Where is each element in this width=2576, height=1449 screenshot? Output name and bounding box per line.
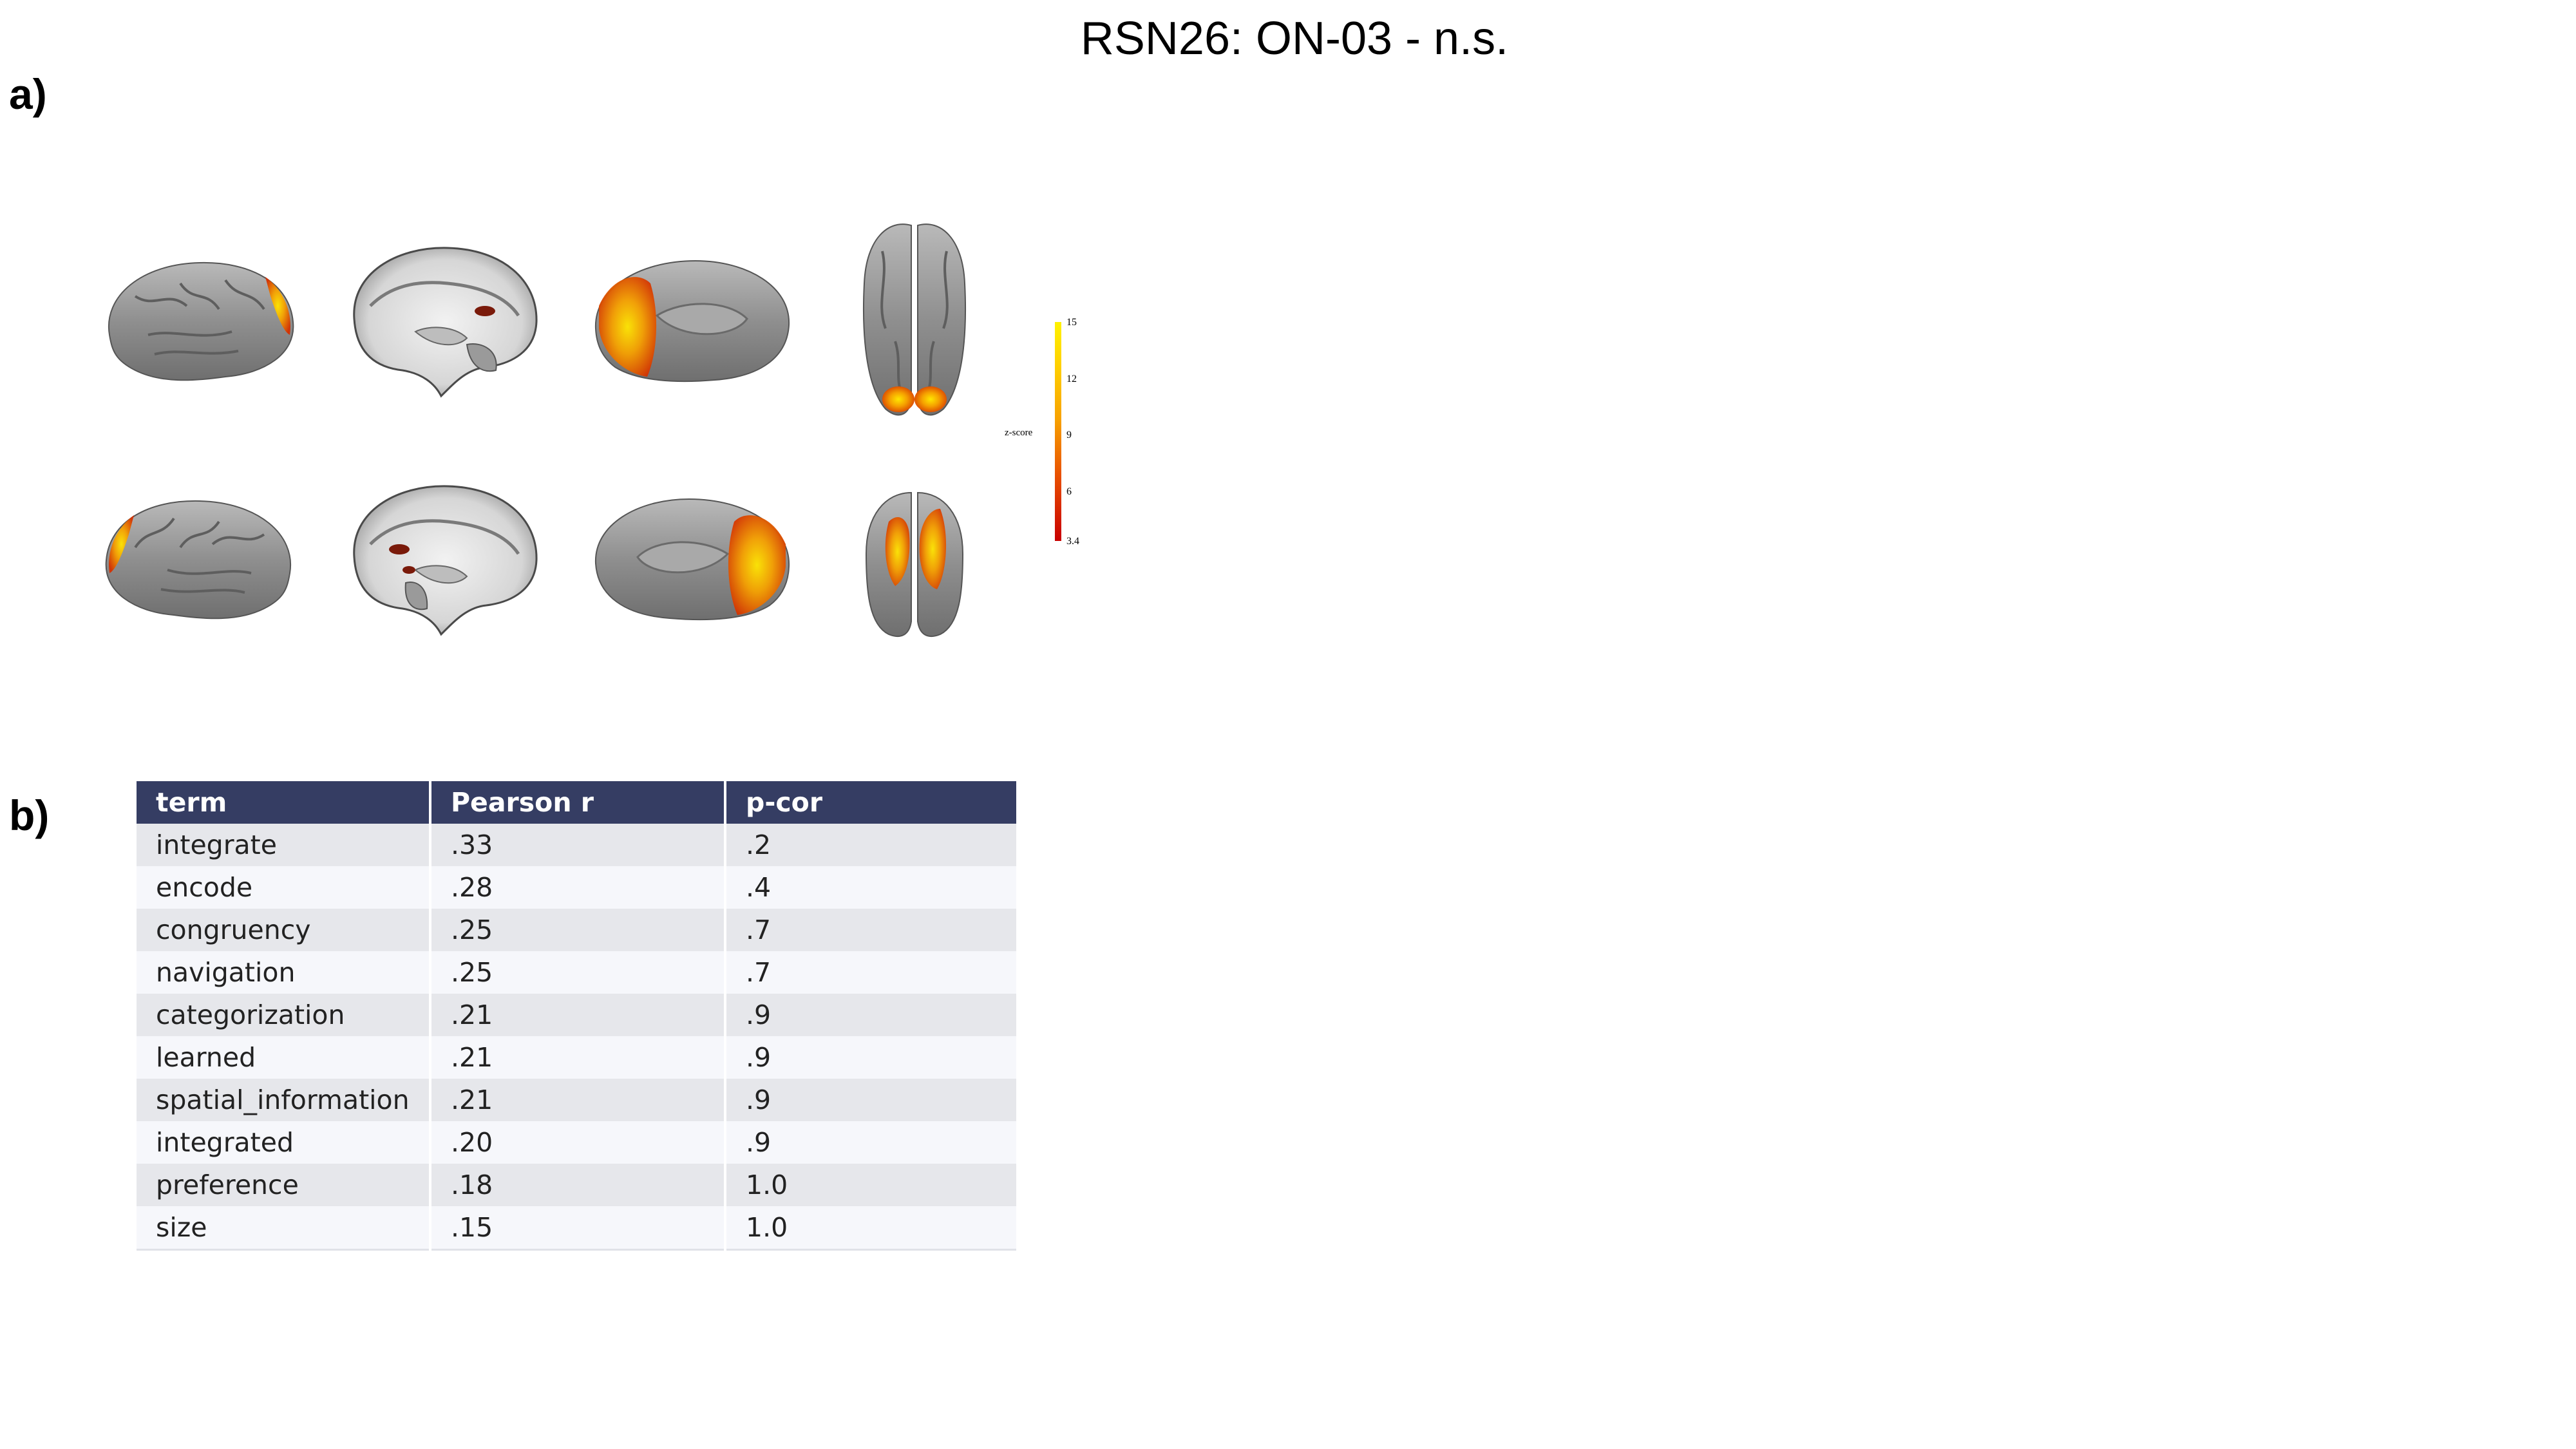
cell-term: encode [137,866,430,909]
table-row: spatial_information .21 .9 [137,1079,1016,1121]
term-correlation-table: term Pearson r p-cor integrate .33 .2 en… [137,781,1016,1251]
brain-lateral-right [97,483,303,631]
cell-p-cor: .9 [724,994,1016,1036]
cell-term: integrated [137,1121,430,1164]
colorbar-tick: 6 [1066,486,1072,497]
table-row: navigation .25 .7 [137,951,1016,994]
cell-pearson-r: .33 [429,824,725,866]
cell-pearson-r: .21 [429,1079,725,1121]
cell-p-cor: .2 [724,824,1016,866]
cell-p-cor: .4 [724,866,1016,909]
table-row: integrate .33 .2 [137,824,1016,866]
cell-term: congruency [137,909,430,951]
colorbar-label: z-score [1005,428,1033,438]
panel-label-b: b) [9,791,50,839]
cell-p-cor: 1.0 [724,1206,1016,1251]
cell-p-cor: .7 [724,909,1016,951]
brain-medial-left [586,245,799,393]
cell-term: categorization [137,994,430,1036]
cell-pearson-r: .25 [429,909,725,951]
table-row: preference .18 1.0 [137,1164,1016,1206]
cell-term: spatial_information [137,1079,430,1121]
cell-pearson-r: .21 [429,1036,725,1079]
cell-pearson-r: .21 [429,994,725,1036]
colorbar: 15 12 9 6 3.4 z-score [1005,316,1108,560]
figure-title: RSN26: ON-03 - n.s. [1080,13,1509,64]
cell-p-cor: .9 [724,1079,1016,1121]
brain-ventral [850,213,979,425]
cell-p-cor: 1.0 [724,1164,1016,1206]
table-row: size .15 1.0 [137,1206,1016,1251]
cell-pearson-r: .20 [429,1121,725,1164]
cell-term: learned [137,1036,430,1079]
cell-term: size [137,1206,430,1251]
table-row: learned .21 .9 [137,1036,1016,1079]
brain-lateral-left [97,245,303,393]
brain-medial-right [586,483,799,631]
panel-label-a: a) [9,70,47,118]
colorbar-gradient [1055,322,1061,541]
table-row: encode .28 .4 [137,866,1016,909]
cell-pearson-r: .28 [429,866,725,909]
colorbar-tick: 12 [1066,374,1077,384]
cell-pearson-r: .18 [429,1164,725,1206]
colorbar-tick: 15 [1066,317,1077,328]
brain-sagittal-slice-right [345,473,544,641]
cell-pearson-r: .15 [429,1206,725,1251]
cell-p-cor: .9 [724,1121,1016,1164]
cell-p-cor: .7 [724,951,1016,994]
cell-term: integrate [137,824,430,866]
cell-pearson-r: .25 [429,951,725,994]
table-row: congruency .25 .7 [137,909,1016,951]
cell-term: preference [137,1164,430,1206]
colorbar-tick: 9 [1066,430,1072,440]
table-row: categorization .21 .9 [137,994,1016,1036]
table-header-row: term Pearson r p-cor [137,781,1016,824]
column-header-term: term [137,781,430,824]
column-header-pearson-r: Pearson r [429,781,725,824]
table-row: integrated .20 .9 [137,1121,1016,1164]
brain-sagittal-slice-left [345,235,544,402]
column-header-p-cor: p-cor [724,781,1016,824]
brain-figure [90,206,1024,657]
colorbar-tick: 3.4 [1066,536,1079,547]
cell-p-cor: .9 [724,1036,1016,1079]
brain-posterior [850,483,979,644]
cell-term: navigation [137,951,430,994]
